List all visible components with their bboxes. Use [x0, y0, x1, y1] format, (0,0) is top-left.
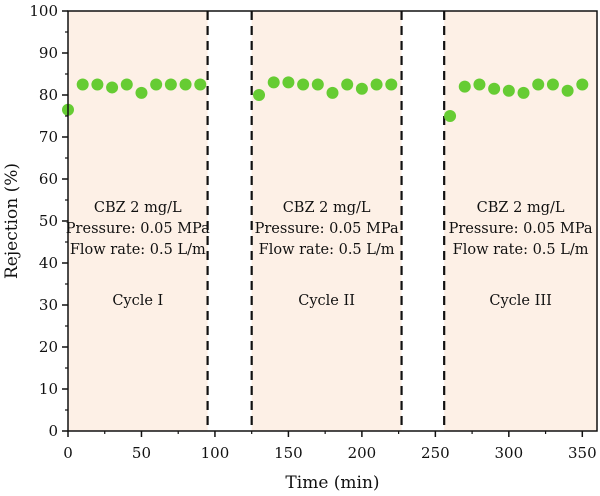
y-tick-label: 80	[39, 86, 58, 104]
data-point	[355, 82, 368, 95]
cycle-3-label: Cycle III	[489, 293, 551, 309]
y-axis: 0 10 20 30 40 50 60 70 80 90 100	[29, 2, 68, 440]
data-point	[561, 84, 574, 97]
cycle-2-condition-1: CBZ 2 mg/L	[283, 200, 371, 216]
data-point	[488, 82, 501, 95]
data-point	[576, 78, 589, 91]
data-point	[311, 78, 324, 91]
data-point	[546, 78, 559, 91]
y-tick-label: 60	[39, 170, 58, 188]
x-tick-label: 250	[421, 444, 450, 462]
cycle-annotations: CBZ 2 mg/L Pressure: 0.05 MPa Flow rate: 0…	[66, 200, 593, 309]
cycle-1-condition-3: Flow rate: 0.5 L/m	[70, 242, 206, 258]
x-tick-label: 200	[348, 444, 377, 462]
data-point	[502, 84, 515, 97]
cycle-dividers	[206, 11, 446, 431]
cycle-3-condition-3: Flow rate: 0.5 L/m	[453, 242, 589, 258]
data-point	[297, 78, 310, 91]
y-tick-label: 50	[39, 212, 58, 230]
data-point	[458, 80, 471, 93]
x-tick-label: 50	[132, 444, 151, 462]
y-tick-label: 20	[39, 338, 58, 356]
data-point	[326, 86, 339, 99]
data-point	[282, 76, 295, 89]
data-point	[106, 81, 119, 94]
cycle-3-condition-2: Pressure: 0.05 MPa	[449, 221, 593, 237]
x-tick-label: 150	[274, 444, 303, 462]
data-point	[194, 78, 207, 91]
data-points	[62, 76, 589, 122]
data-point	[120, 78, 133, 91]
cycle-2-label: Cycle II	[298, 293, 355, 309]
cycle-2-condition-3: Flow rate: 0.5 L/m	[259, 242, 395, 258]
data-point	[267, 76, 280, 89]
data-point	[76, 78, 89, 91]
cycle-1-label: Cycle I	[112, 293, 163, 309]
data-point	[473, 78, 486, 91]
data-point	[253, 89, 266, 101]
cycle-1-condition-1: CBZ 2 mg/L	[94, 200, 182, 216]
y-tick-label: 100	[29, 2, 58, 20]
data-point	[370, 78, 383, 91]
y-tick-label: 90	[39, 44, 58, 62]
data-point	[444, 110, 457, 122]
cycle-1-condition-2: Pressure: 0.05 MPa	[66, 221, 210, 237]
data-point	[150, 78, 163, 91]
cycle-2-condition-2: Pressure: 0.05 MPa	[255, 221, 399, 237]
y-tick-label: 10	[39, 380, 58, 398]
cycle-region-3	[444, 11, 597, 431]
x-axis: 0 50 100 150 200 250 300 350	[63, 431, 597, 462]
y-tick-label: 30	[39, 296, 58, 314]
data-point	[179, 78, 192, 91]
data-point	[341, 78, 354, 91]
data-point	[517, 86, 530, 99]
x-tick-label: 0	[63, 444, 73, 462]
data-point	[164, 78, 177, 91]
cycle-3-condition-1: CBZ 2 mg/L	[477, 200, 565, 216]
y-tick-label: 0	[48, 422, 58, 440]
data-point	[385, 78, 398, 91]
data-point	[135, 86, 148, 99]
data-point	[91, 78, 104, 91]
x-tick-label: 350	[568, 444, 597, 462]
y-axis-label: Rejection (%)	[2, 163, 22, 279]
x-axis-label: Time (min)	[285, 473, 379, 493]
x-tick-label: 300	[495, 444, 524, 462]
y-tick-label: 70	[39, 128, 58, 146]
data-point	[532, 78, 545, 91]
x-tick-label: 100	[201, 444, 230, 462]
y-tick-label: 40	[39, 254, 58, 272]
